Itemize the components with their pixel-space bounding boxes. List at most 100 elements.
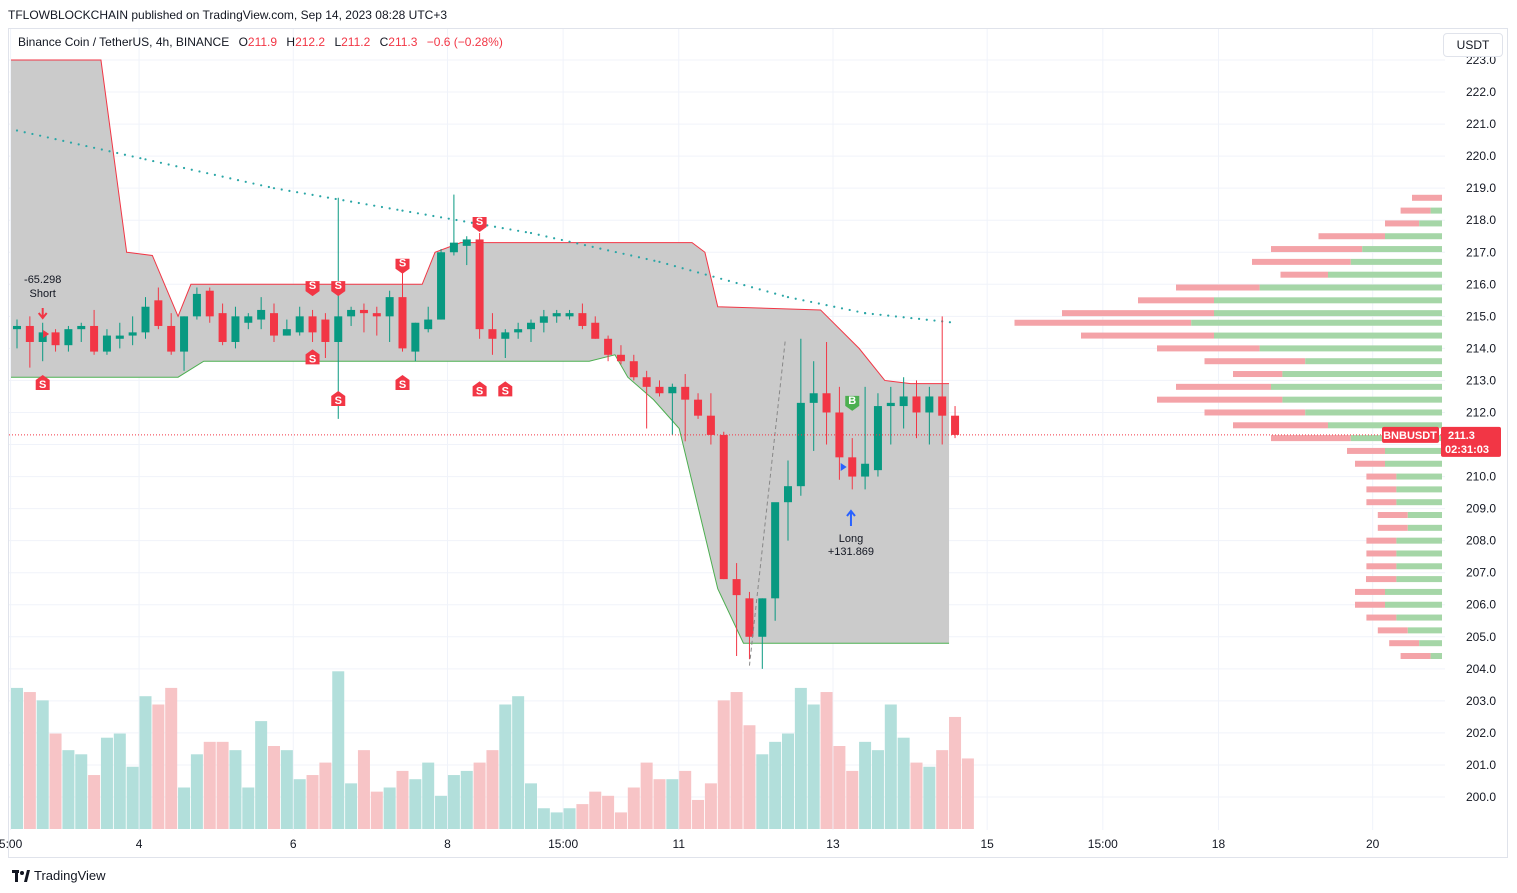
price-tag-bg (1441, 426, 1501, 457)
profile-bar-buy (1396, 563, 1442, 570)
profile-bar-sell (1280, 271, 1328, 278)
vwap-dot (175, 165, 178, 168)
close-label: C (379, 35, 389, 49)
sell-signal-icon[interactable]: S (305, 280, 320, 297)
volume-bar (75, 754, 88, 829)
symbol-legend: Binance Coin / TetherUS, 4h, BINANCE O21… (18, 35, 503, 49)
vwap-dot (167, 163, 170, 166)
candle-body (655, 386, 664, 394)
profile-bar-buy (1328, 422, 1442, 429)
y-tick-label: 210.0 (1466, 470, 1496, 484)
candle-body (565, 313, 574, 317)
vwap-dot (704, 273, 707, 276)
profile-bar-sell (1157, 345, 1260, 352)
sell-signal-icon[interactable]: S (35, 375, 50, 391)
vwap-dot (46, 136, 49, 139)
profile-bar-sell (1377, 627, 1408, 634)
x-axis[interactable]: 5:00 4 6 8 15:00 11 13 15 15:00 18 20 (0, 837, 1380, 851)
volume-bar (268, 746, 280, 829)
vwap-dot (509, 228, 512, 231)
volume-bar (627, 787, 640, 829)
candle-body (154, 300, 163, 326)
candle-body (295, 316, 304, 333)
price-tag-countdown: 02:31:03 (1445, 444, 1489, 456)
sell-signal-text: S (309, 280, 316, 292)
vwap-dot (31, 132, 34, 136)
y-tick-label: 205.0 (1466, 630, 1496, 644)
candle-body (732, 579, 741, 596)
x-tick-label: 11 (673, 837, 686, 851)
profile-bar-sell (1355, 460, 1385, 467)
vwap-dot (447, 217, 450, 220)
candle-body (951, 415, 960, 435)
sell-signal-text: S (335, 280, 342, 292)
vwap-dot (272, 187, 276, 190)
profile-bar-sell (1366, 563, 1397, 570)
y-tick-label: 203.0 (1466, 694, 1496, 708)
vwap-dot (236, 178, 240, 182)
vwap-dot (607, 249, 610, 252)
candle-body (758, 598, 767, 637)
volume-bar (769, 741, 782, 829)
profile-bar-buy (1362, 246, 1442, 253)
buy-signal-icon[interactable]: B (845, 395, 860, 411)
volume-bar (589, 791, 602, 829)
sell-signal-icon[interactable]: S (395, 258, 410, 274)
volume-bar (537, 808, 550, 829)
vwap-dot (781, 294, 784, 297)
candle-body (449, 242, 458, 253)
vwap-dot (229, 177, 232, 180)
sell-signal-text: S (335, 395, 342, 407)
volume-bar (332, 671, 345, 829)
sell-signal-text: S (476, 385, 483, 397)
vwap-dot (681, 267, 684, 270)
sell-signal-icon[interactable]: S (305, 349, 320, 365)
volume-bar (113, 733, 126, 829)
sell-signal-text: S (399, 258, 406, 270)
volume-bar (730, 692, 743, 829)
vwap-dot (645, 257, 648, 261)
volume-bar (602, 795, 615, 829)
candle-body (141, 306, 150, 333)
volume-bar (871, 750, 884, 829)
profile-bar-buy (1282, 396, 1442, 403)
sell-signal-icon[interactable]: S (498, 381, 513, 397)
profile-bar-buy (1385, 233, 1442, 240)
vwap-dot (424, 213, 427, 216)
x-tick-label: 15:00 (548, 837, 578, 851)
profile-bar-buy (1271, 383, 1442, 390)
volume-bar (216, 741, 229, 829)
profile-bar-sell (1233, 422, 1328, 429)
sell-signal-icon[interactable]: S (331, 280, 346, 297)
volume-bar (794, 687, 807, 829)
x-tick-label: 4 (136, 837, 143, 851)
sell-signal-icon[interactable]: S (395, 375, 410, 391)
candle-body (899, 396, 908, 407)
vwap-dot (583, 244, 587, 247)
candle-body (90, 325, 99, 352)
profile-bar-buy (1396, 499, 1442, 506)
footer-brand[interactable]: TradingView (12, 868, 106, 883)
profile-bar-buy (1419, 220, 1442, 227)
profile-bar-sell (1355, 588, 1385, 595)
candles (13, 194, 960, 669)
candle-body (475, 239, 484, 330)
volume-bar (653, 779, 666, 829)
short-pnl: -65.298 (24, 274, 61, 286)
vwap-dot (817, 302, 820, 305)
sell-signal-icon[interactable]: S (472, 216, 487, 233)
vwap-dot (553, 237, 556, 240)
y-tick-label: 222.0 (1466, 85, 1496, 99)
sell-signal-icon[interactable]: S (331, 391, 346, 407)
profile-bar-buy (1396, 486, 1442, 493)
vwap-dot (139, 157, 142, 160)
volume-bar (910, 762, 923, 829)
candle-body (848, 457, 857, 477)
profile-bar-sell (1014, 319, 1192, 326)
sell-signal-icon[interactable]: S (472, 381, 487, 397)
candle-body (642, 377, 651, 387)
candle-body (192, 293, 201, 317)
currency-selector[interactable]: USDT (1443, 33, 1503, 57)
profile-bar-buy (1419, 640, 1442, 647)
